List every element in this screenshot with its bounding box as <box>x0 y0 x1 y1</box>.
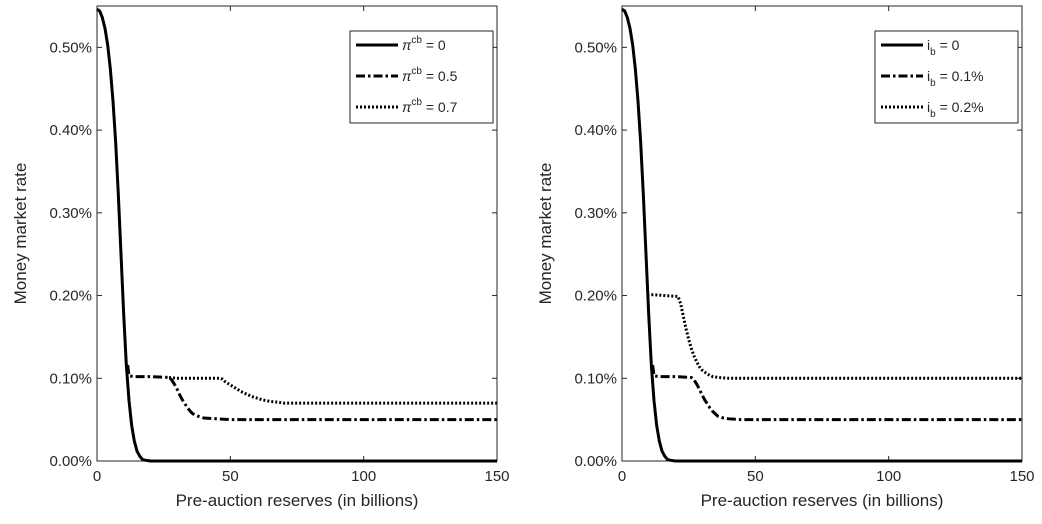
x-tick-label: 50 <box>222 468 239 485</box>
y-tick-label: 0.20% <box>574 288 617 305</box>
series-line-1 <box>621 8 1022 463</box>
x-tick-label: 0 <box>618 468 626 485</box>
series-line-2 <box>126 364 497 422</box>
y-tick-label: 0.10% <box>49 370 92 387</box>
legend-label: πcb = 0.7 <box>402 97 458 115</box>
legend-label: πcb = 0.5 <box>402 66 458 84</box>
series-line-3 <box>647 293 1022 380</box>
y-tick-label: 0.50% <box>574 39 617 56</box>
y-tick-label: 0.30% <box>574 205 617 222</box>
y-axis-label: Money market rate <box>11 163 30 305</box>
legend-label: πcb = 0 <box>402 35 446 53</box>
y-tick-label: 0.40% <box>49 122 92 139</box>
chart-panel-2: 0 50 100 150 0.00% 0.10% 0.20% 0.30% 0.40% 0.50% P… <box>536 5 1035 510</box>
series-line-1 <box>96 8 497 463</box>
x-axis-label: Pre-auction reserves (in billions) <box>176 491 419 510</box>
x-tick-label: 50 <box>747 468 764 485</box>
legend: ib = 0 ib = 0.1% ib = 0.2% <box>874 30 1019 124</box>
legend-label: ib = 0.2% <box>927 99 984 120</box>
chart-panel-1: 0 50 100 150 0.00% 0.10% 0.20% 0.30% 0.40% 0.50% P… <box>11 5 510 510</box>
y-tick-label: 0.10% <box>574 370 617 387</box>
y-tick-label: 0.20% <box>49 288 92 305</box>
x-tick-label: 0 <box>93 468 101 485</box>
y-tick-label: 0.00% <box>49 453 92 470</box>
x-tick-label: 150 <box>484 468 509 485</box>
series-line-3 <box>168 375 497 405</box>
y-tick-label: 0.30% <box>49 205 92 222</box>
y-tick-label: 0.50% <box>49 39 92 56</box>
y-axis-label: Money market rate <box>536 163 555 305</box>
y-tick-label: 0.00% <box>574 453 617 470</box>
legend-label: ib = 0.1% <box>927 68 984 89</box>
x-tick-label: 100 <box>876 468 901 485</box>
legend-label: ib = 0 <box>927 37 960 58</box>
x-axis-label: Pre-auction reserves (in billions) <box>701 491 944 510</box>
series-line-2 <box>651 364 1022 422</box>
legend: πcb = 0 πcb = 0.5 πcb = 0.7 <box>349 30 494 124</box>
x-tick-label: 150 <box>1009 468 1034 485</box>
y-tick-label: 0.40% <box>574 122 617 139</box>
x-tick-label: 100 <box>351 468 376 485</box>
